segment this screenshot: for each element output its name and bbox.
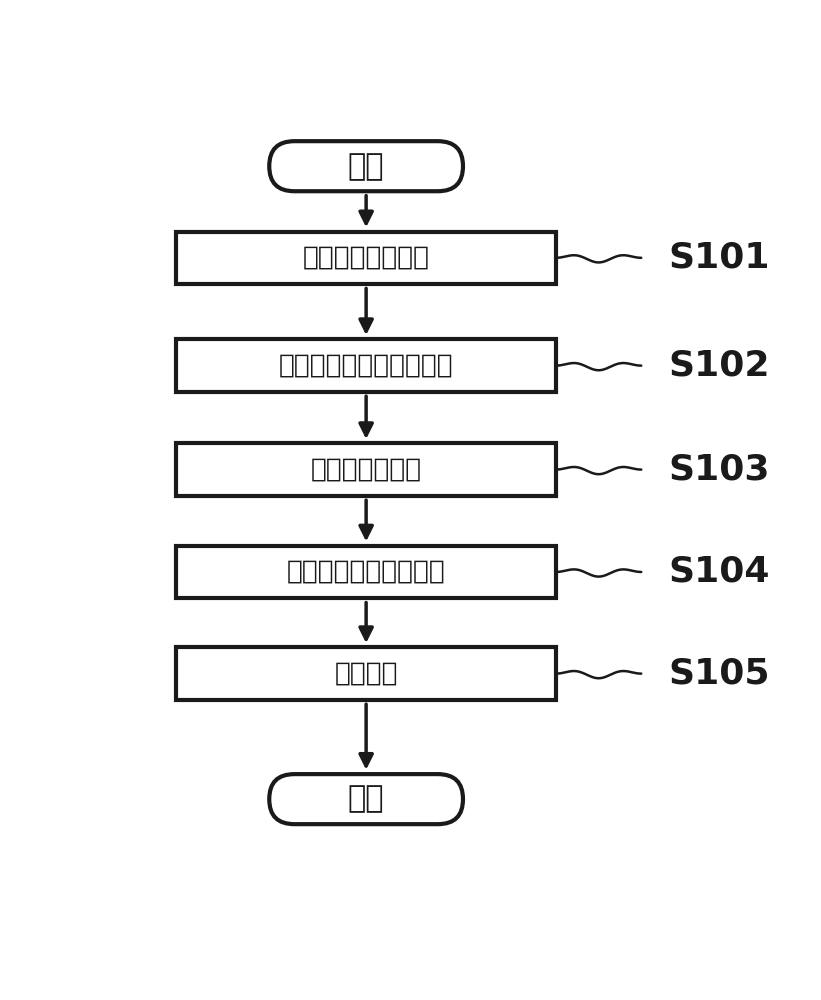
Text: S104: S104 [668, 555, 770, 589]
FancyBboxPatch shape [177, 232, 556, 284]
Text: 结束: 结束 [348, 785, 384, 814]
Text: 半导体装置的准备: 半导体装置的准备 [303, 245, 429, 271]
FancyBboxPatch shape [177, 546, 556, 598]
Text: S101: S101 [668, 241, 770, 275]
Text: 好坏判定: 好坏判定 [334, 661, 398, 687]
FancyBboxPatch shape [177, 647, 556, 700]
Text: S105: S105 [668, 657, 770, 691]
Text: 开始: 开始 [348, 152, 384, 181]
Text: 分形维数的斜率的计算: 分形维数的斜率的计算 [287, 559, 446, 585]
Text: S102: S102 [668, 349, 770, 383]
FancyBboxPatch shape [269, 774, 463, 824]
Text: 热分布的图像数据的取得: 热分布的图像数据的取得 [279, 353, 453, 379]
Text: 分形维数的计算: 分形维数的计算 [310, 457, 422, 483]
FancyBboxPatch shape [269, 141, 463, 191]
FancyBboxPatch shape [177, 339, 556, 392]
FancyBboxPatch shape [177, 443, 556, 496]
Text: S103: S103 [668, 453, 770, 487]
